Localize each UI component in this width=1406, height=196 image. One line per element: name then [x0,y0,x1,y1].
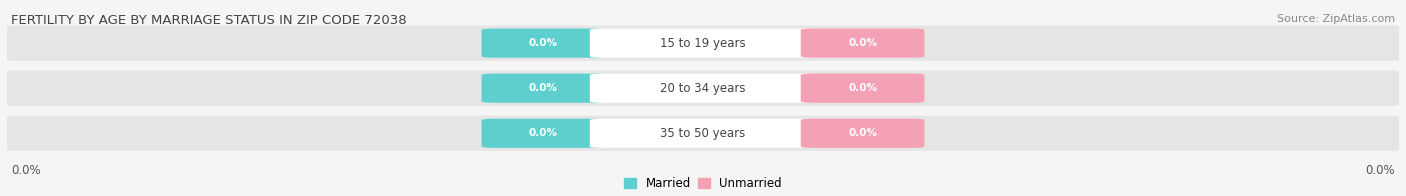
Text: 0.0%: 0.0% [11,164,41,177]
Legend: Married, Unmarried: Married, Unmarried [624,177,782,190]
Text: 0.0%: 0.0% [529,38,558,48]
Text: 0.0%: 0.0% [848,128,877,138]
Text: Source: ZipAtlas.com: Source: ZipAtlas.com [1277,14,1395,24]
FancyBboxPatch shape [7,71,1399,106]
FancyBboxPatch shape [481,119,606,148]
Text: 15 to 19 years: 15 to 19 years [661,37,745,50]
Text: 20 to 34 years: 20 to 34 years [661,82,745,95]
Text: FERTILITY BY AGE BY MARRIAGE STATUS IN ZIP CODE 72038: FERTILITY BY AGE BY MARRIAGE STATUS IN Z… [11,14,406,27]
Text: 0.0%: 0.0% [1365,164,1395,177]
FancyBboxPatch shape [481,29,606,58]
FancyBboxPatch shape [591,74,815,103]
FancyBboxPatch shape [7,25,1399,61]
Text: 0.0%: 0.0% [529,83,558,93]
FancyBboxPatch shape [7,116,1399,151]
FancyBboxPatch shape [591,29,815,58]
FancyBboxPatch shape [591,119,815,148]
Text: 0.0%: 0.0% [848,38,877,48]
FancyBboxPatch shape [801,29,925,58]
Text: 0.0%: 0.0% [529,128,558,138]
FancyBboxPatch shape [801,74,925,103]
Text: 35 to 50 years: 35 to 50 years [661,127,745,140]
FancyBboxPatch shape [801,119,925,148]
FancyBboxPatch shape [481,74,606,103]
Text: 0.0%: 0.0% [848,83,877,93]
